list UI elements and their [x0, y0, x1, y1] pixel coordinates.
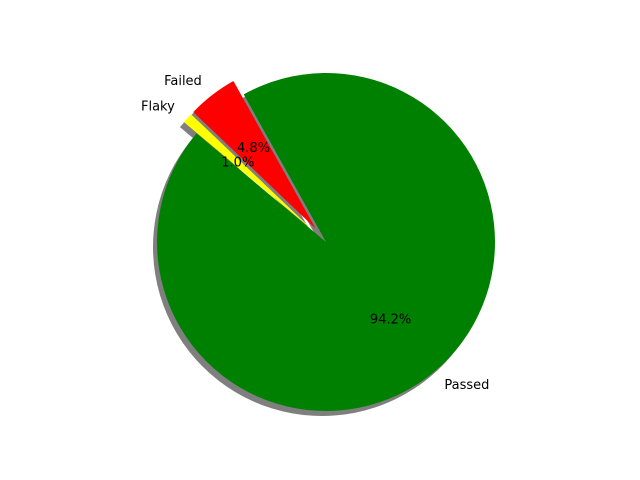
slice-label-failed: Failed [164, 74, 202, 89]
pie-slice-flaky [183, 114, 314, 231]
slice-label-passed: Passed [444, 378, 489, 393]
slice-percent-flaky: 1.0% [221, 156, 254, 171]
pie-slice-passed [156, 73, 495, 412]
slice-percent-passed: 94.2% [370, 313, 411, 328]
slices [156, 73, 495, 412]
slice-labels: Passed 94.2% Failed 4.8% Flaky 1.0% [141, 74, 489, 393]
pie-slice-failed [193, 81, 316, 229]
slice-label-flaky: Flaky [141, 99, 175, 114]
slice-percent-failed: 4.8% [237, 141, 270, 156]
